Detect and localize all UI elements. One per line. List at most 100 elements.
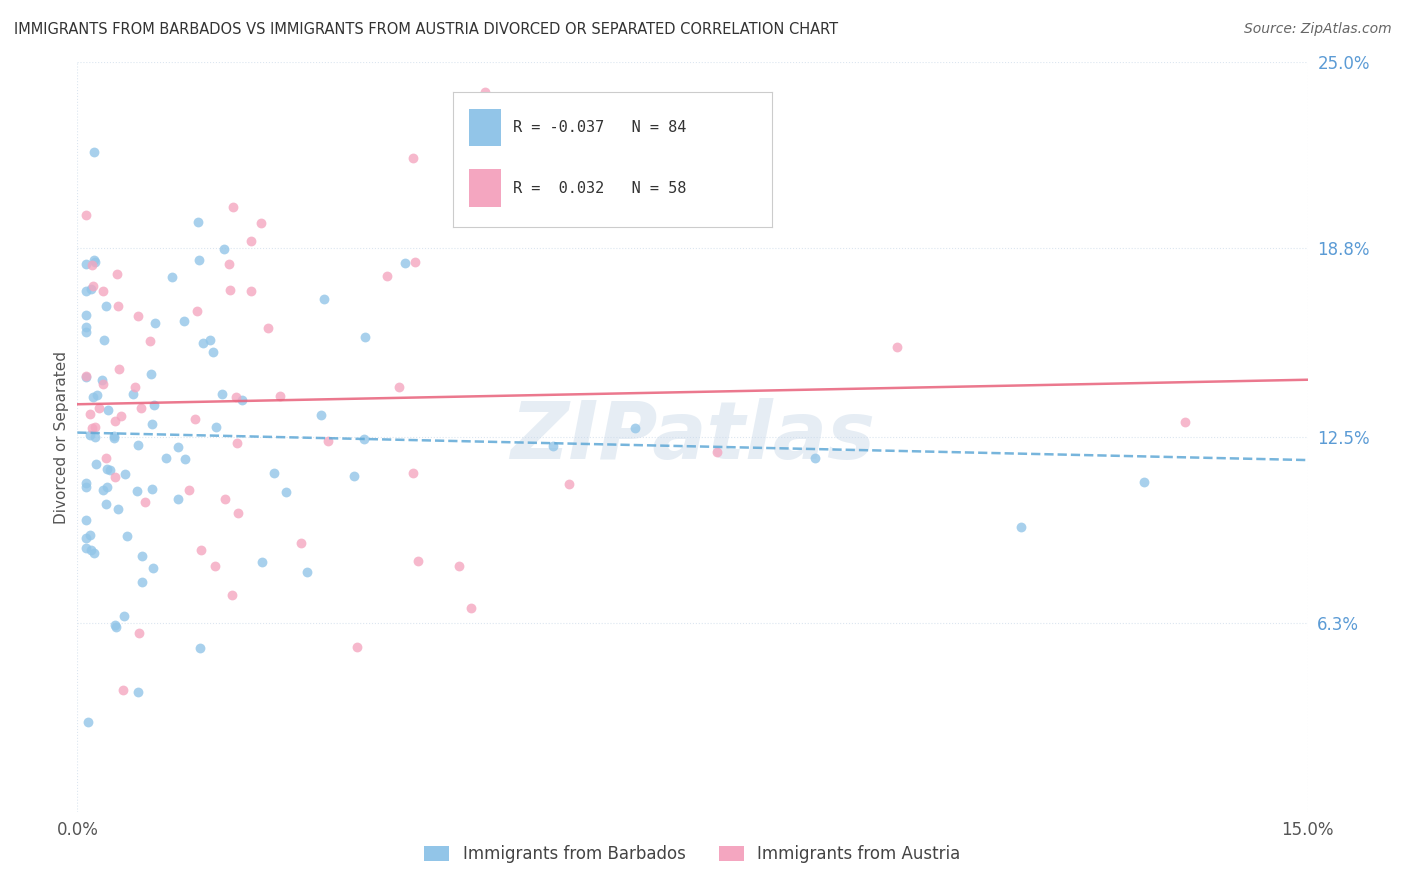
Point <box>276 484 298 499</box>
Point <box>122 386 145 401</box>
Point <box>131 549 153 563</box>
Point <box>114 467 136 481</box>
Point <box>89 401 111 415</box>
Point <box>343 469 366 483</box>
Point <box>226 506 249 520</box>
Point <box>124 380 146 394</box>
Point <box>86 387 108 401</box>
Point <box>460 601 482 615</box>
Point <box>75 541 97 555</box>
Point <box>388 380 411 394</box>
Point <box>83 253 105 268</box>
Point <box>96 462 118 476</box>
Point <box>474 86 496 100</box>
Point <box>127 309 149 323</box>
Point <box>141 417 163 432</box>
Point <box>84 420 107 434</box>
Point <box>225 435 247 450</box>
Point <box>103 431 125 445</box>
Point <box>353 433 375 447</box>
Point <box>188 640 211 655</box>
Point <box>219 284 242 298</box>
Point <box>75 480 97 494</box>
Point <box>134 495 156 509</box>
Point <box>624 421 647 435</box>
Point <box>139 367 162 381</box>
Point <box>129 401 152 416</box>
Point <box>706 445 728 459</box>
Point <box>558 477 581 491</box>
Point <box>1132 475 1154 489</box>
Point <box>1174 415 1197 429</box>
Point <box>141 482 163 496</box>
Point <box>111 683 134 698</box>
Point <box>75 285 97 299</box>
Point <box>214 491 236 506</box>
Point <box>104 620 127 634</box>
Point <box>394 256 416 270</box>
Point <box>104 470 127 484</box>
Point <box>75 308 97 322</box>
Point <box>250 555 273 569</box>
Point <box>125 483 148 498</box>
Point <box>231 392 253 407</box>
Point <box>190 543 212 558</box>
Point <box>375 268 398 283</box>
Point <box>309 408 332 422</box>
Point <box>174 452 197 467</box>
Point <box>84 255 107 269</box>
Point <box>201 345 224 359</box>
Text: ZIPatlas: ZIPatlas <box>510 398 875 476</box>
Point <box>104 414 127 428</box>
Point <box>94 450 117 465</box>
Point <box>142 560 165 574</box>
Point <box>94 497 117 511</box>
Point <box>90 373 112 387</box>
Point <box>314 292 336 306</box>
Point <box>221 588 243 602</box>
Point <box>402 151 425 165</box>
Point <box>239 234 262 248</box>
Point <box>83 145 105 160</box>
Point <box>75 320 97 334</box>
Point <box>211 387 233 401</box>
Point <box>186 304 208 318</box>
Point <box>75 257 97 271</box>
Point <box>346 640 368 654</box>
Point <box>75 370 97 384</box>
Point <box>886 340 908 354</box>
Point <box>160 269 183 284</box>
Point <box>75 531 97 545</box>
Point <box>82 279 104 293</box>
Point <box>297 565 319 579</box>
Point <box>1010 520 1032 534</box>
Point <box>406 554 429 568</box>
Point <box>84 457 107 471</box>
Point <box>79 527 101 541</box>
Point <box>112 608 135 623</box>
Point <box>91 483 114 497</box>
Point <box>167 492 190 507</box>
Point <box>218 257 240 271</box>
Point <box>193 336 215 351</box>
Point <box>316 434 339 448</box>
Point <box>98 463 121 477</box>
Point <box>103 429 125 443</box>
Point <box>105 267 128 281</box>
Point <box>402 467 425 481</box>
Point <box>94 299 117 313</box>
Point <box>80 282 103 296</box>
Point <box>290 536 312 550</box>
Point <box>79 427 101 442</box>
Point <box>127 684 149 698</box>
Point <box>804 451 827 466</box>
Point <box>75 325 97 339</box>
Point <box>263 467 285 481</box>
Point <box>184 411 207 425</box>
Point <box>204 558 226 573</box>
Point <box>250 216 273 230</box>
Point <box>75 208 97 222</box>
Point <box>93 334 115 348</box>
Point <box>82 391 104 405</box>
Point <box>110 409 132 423</box>
